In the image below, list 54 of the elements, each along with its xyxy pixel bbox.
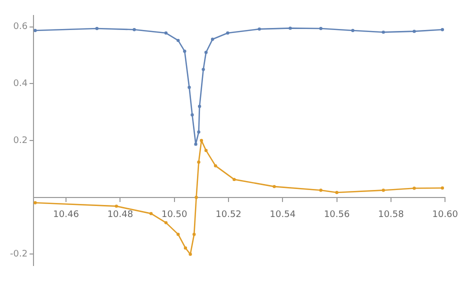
x-tick-label: 10.56 [324, 210, 350, 220]
y-tick-label: 0.4 [13, 78, 28, 89]
point [382, 30, 385, 34]
x-tick-label: 10.60 [432, 210, 458, 220]
point [204, 50, 208, 54]
point [210, 38, 214, 41]
point [164, 31, 168, 35]
point [232, 178, 236, 182]
point [202, 68, 205, 72]
x-tick-label: 10.46 [53, 210, 80, 220]
point [288, 26, 292, 30]
point [34, 28, 37, 32]
point [95, 26, 99, 30]
y-tick-label: -0.2 [10, 250, 28, 260]
point [258, 27, 261, 31]
point [192, 232, 196, 236]
point [214, 164, 218, 168]
point [226, 31, 230, 35]
point [176, 38, 180, 42]
point [204, 148, 208, 152]
x-tick-label: 10.58 [378, 210, 404, 220]
x-tick-label: 10.52 [216, 210, 242, 220]
point [412, 186, 416, 190]
point [114, 204, 118, 208]
point [183, 50, 186, 53]
point [194, 196, 198, 199]
x-tick-label: 10.54 [270, 210, 296, 220]
point [184, 246, 188, 250]
y-tick-label: 0.6 [13, 22, 28, 32]
point [335, 190, 338, 194]
point [190, 113, 194, 117]
point [34, 201, 37, 204]
point [188, 252, 192, 256]
y-tick-label: 0.2 [13, 136, 28, 146]
point [440, 186, 444, 190]
point [319, 188, 322, 192]
point [440, 28, 444, 32]
point [198, 104, 202, 108]
point [200, 138, 204, 142]
point [164, 221, 168, 224]
point [197, 130, 200, 134]
point [319, 26, 322, 30]
x-tick-label: 10.50 [161, 210, 188, 220]
point [188, 86, 191, 89]
point [382, 188, 385, 192]
point [132, 28, 136, 32]
point [149, 212, 153, 216]
x-tick-label: 10.48 [107, 210, 134, 220]
point [197, 160, 200, 164]
point [272, 184, 276, 188]
point [351, 28, 354, 32]
point [176, 232, 180, 236]
point [412, 30, 416, 33]
point [194, 142, 198, 146]
